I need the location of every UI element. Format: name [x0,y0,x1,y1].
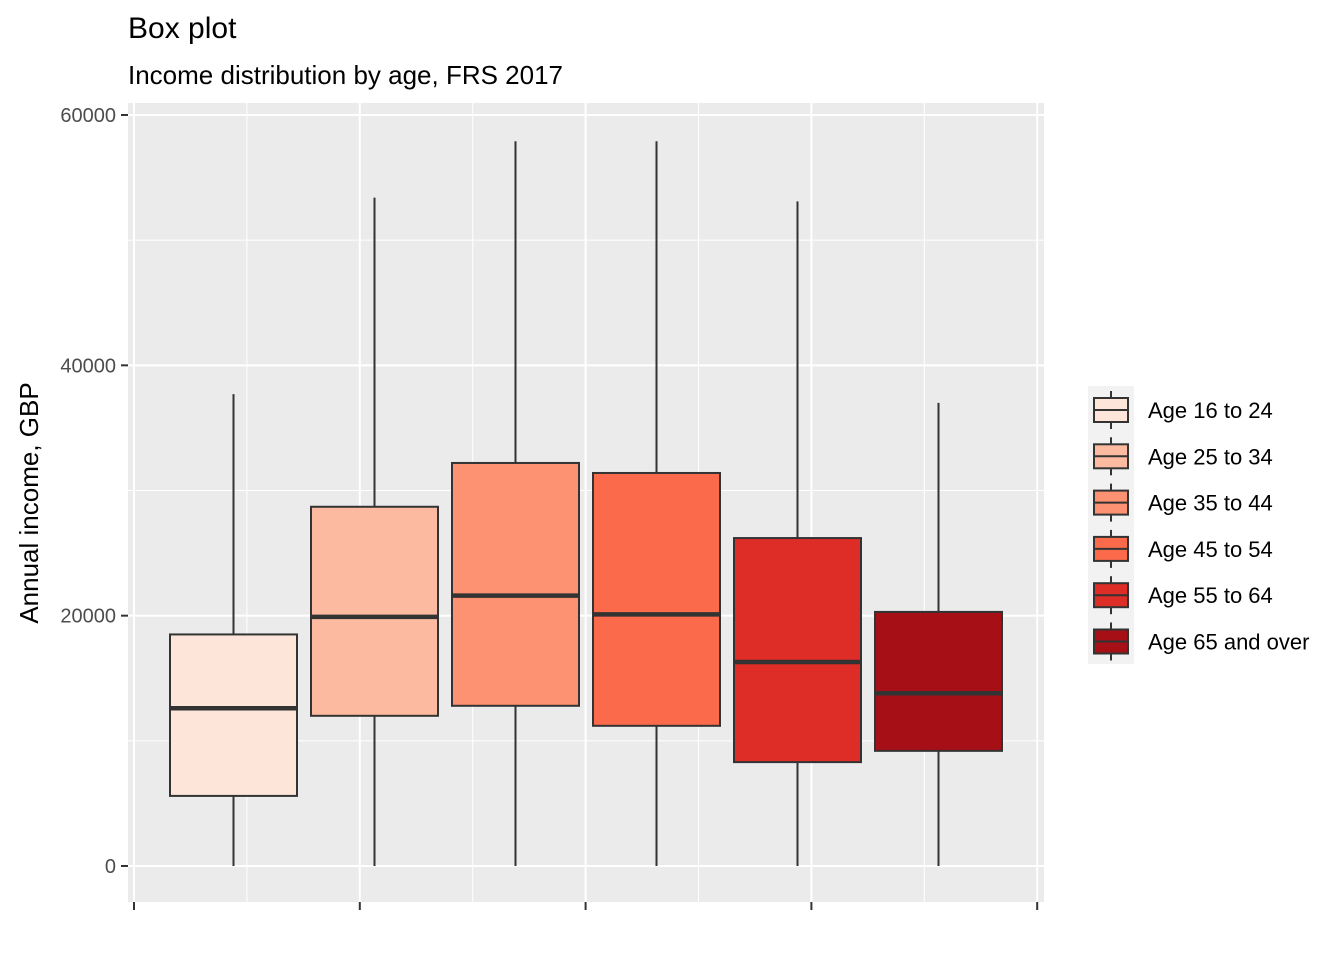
box-iqr [874,610,1003,752]
legend-item: Age 45 to 54 [1093,529,1273,568]
legend-label: Age 35 to 44 [1148,491,1273,516]
y-tick-label: 40000 [60,355,116,377]
legend-background [1088,386,1134,664]
box-3 [451,141,580,866]
y-tick-label: 60000 [60,105,116,127]
box-iqr [451,461,580,707]
legend-item: Age 25 to 34 [1093,437,1273,476]
legend: Age 16 to 24 Age 25 to 34 Age 35 to 44 Age … [1093,391,1309,661]
box-iqr [169,633,298,797]
y-tick-label: 0 [105,856,116,878]
box-5 [733,201,862,866]
legend-item: Age 55 to 64 [1093,576,1273,615]
boxes [169,141,1003,866]
legend-label: Age 25 to 34 [1148,444,1273,469]
box-2 [310,197,439,866]
box-1 [169,394,298,866]
legend-label: Age 16 to 24 [1148,398,1273,423]
box-iqr [310,505,439,717]
box-4 [592,141,721,866]
box-6 [874,402,1003,866]
y-axis-title: Annual income, GBP [14,382,44,623]
legend-item: Age 16 to 24 [1093,391,1273,429]
legend-label: Age 55 to 64 [1148,583,1273,608]
x-axis [133,902,1039,910]
legend-item: Age 35 to 44 [1093,483,1273,522]
y-tick-label: 20000 [60,606,116,628]
legend-label: Age 65 and over [1148,630,1309,655]
legend-item: Age 65 and over [1093,622,1309,661]
box-iqr [733,537,862,764]
y-axis: 0 20000 40000 60000 [60,105,128,878]
legend-label: Age 45 to 54 [1148,537,1273,562]
box-iqr [592,471,721,727]
chart-subtitle: Income distribution by age, FRS 2017 [128,60,564,90]
chart-title: Box plot [128,12,237,45]
